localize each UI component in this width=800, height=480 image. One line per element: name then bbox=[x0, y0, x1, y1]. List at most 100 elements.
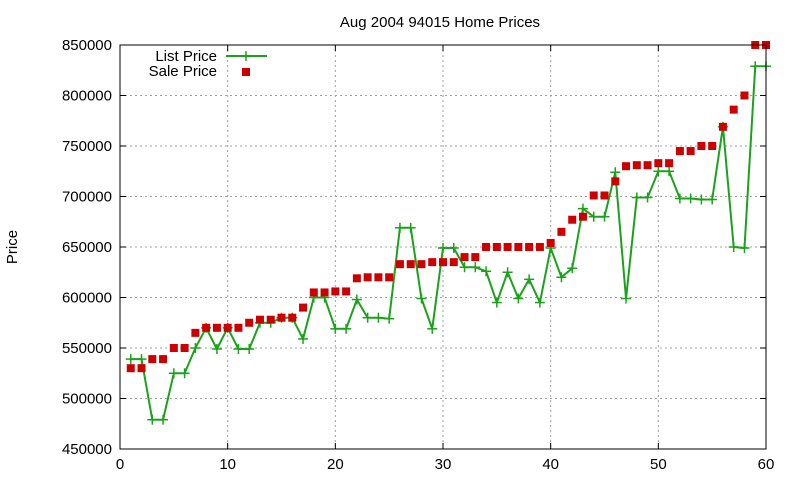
list-price-point bbox=[136, 354, 147, 365]
sale-price-point bbox=[525, 243, 534, 251]
sale-price-point bbox=[449, 258, 458, 267]
list-price-point bbox=[610, 167, 621, 178]
list-price-point bbox=[631, 192, 642, 203]
list-price-point bbox=[298, 333, 309, 344]
sale-price-point bbox=[191, 328, 200, 337]
axis-ticks: 450000 500000 550000 600000 650000 700000 7500… bbox=[62, 37, 774, 473]
sale-price-point bbox=[159, 355, 168, 364]
sale-price-point bbox=[299, 303, 308, 312]
series-list-price bbox=[125, 61, 771, 425]
list-price-point bbox=[459, 262, 470, 273]
x-tick-label: 10 bbox=[219, 456, 236, 473]
sale-price-point bbox=[675, 147, 684, 156]
list-price-point bbox=[351, 294, 362, 305]
sale-price-point bbox=[697, 142, 706, 150]
y-tick-label: 850000 bbox=[62, 37, 112, 54]
sale-price-point bbox=[309, 288, 318, 297]
sale-price-point bbox=[223, 323, 232, 332]
sale-price-point bbox=[342, 287, 351, 296]
sale-price-point bbox=[632, 161, 641, 170]
sale-price-point bbox=[665, 159, 674, 168]
sale-price-point bbox=[622, 162, 631, 171]
legend-label-sale-price: Sale Price bbox=[149, 63, 217, 80]
sale-price-point bbox=[460, 253, 469, 262]
plot-frame bbox=[119, 44, 767, 450]
series-layer bbox=[125, 41, 771, 425]
sale-price-point bbox=[202, 323, 211, 332]
list-price-point bbox=[685, 193, 696, 204]
sale-price-point bbox=[234, 323, 243, 332]
list-price-point bbox=[168, 368, 179, 379]
sale-price-point bbox=[395, 260, 404, 269]
x-tick-label: 40 bbox=[542, 456, 559, 473]
list-price-point bbox=[405, 222, 416, 233]
list-price-point bbox=[491, 297, 502, 308]
sale-price-point bbox=[578, 212, 587, 221]
sale-price-point bbox=[740, 91, 749, 100]
sale-price-point bbox=[439, 258, 447, 267]
sale-price-point bbox=[406, 260, 415, 269]
list-price-point bbox=[233, 344, 244, 355]
sale-price-point bbox=[503, 243, 512, 251]
list-price-point bbox=[556, 272, 567, 283]
list-price-point bbox=[696, 194, 707, 205]
sale-price-point bbox=[385, 273, 394, 282]
list-price-point bbox=[448, 243, 459, 254]
sale-price-point bbox=[352, 274, 361, 283]
sale-price-point bbox=[514, 243, 523, 251]
y-tick-label: 800000 bbox=[62, 88, 112, 105]
list-price-point bbox=[739, 243, 750, 254]
list-price-point bbox=[211, 344, 222, 355]
sale-price-point bbox=[568, 215, 577, 224]
sale-price-point bbox=[137, 364, 146, 373]
list-price-point bbox=[577, 203, 588, 214]
sale-price-point bbox=[126, 364, 135, 373]
legend-marker-sale-price bbox=[242, 68, 250, 76]
sale-price-point bbox=[169, 344, 178, 352]
x-tick-label: 60 bbox=[758, 456, 775, 473]
sale-price-point bbox=[417, 260, 426, 269]
sale-price-point bbox=[546, 238, 555, 247]
list-price-point bbox=[470, 262, 481, 273]
list-price-point bbox=[125, 354, 136, 365]
y-axis-label: Price bbox=[4, 230, 21, 264]
sale-price-point bbox=[718, 122, 727, 131]
sale-price-point bbox=[148, 355, 157, 364]
list-price-point bbox=[567, 263, 578, 274]
x-tick-label: 0 bbox=[116, 456, 124, 473]
list-price-point bbox=[513, 293, 524, 304]
list-price-point bbox=[362, 312, 373, 323]
sale-price-point bbox=[557, 227, 566, 236]
list-price-point bbox=[502, 267, 513, 278]
sale-price-point bbox=[589, 191, 598, 200]
sale-price-point bbox=[600, 191, 609, 200]
list-price-point bbox=[416, 293, 427, 304]
list-price-point bbox=[707, 194, 718, 205]
list-price-point bbox=[384, 313, 395, 324]
sale-price-point bbox=[535, 243, 544, 251]
y-tick-label: 650000 bbox=[62, 239, 112, 256]
list-price-point bbox=[244, 344, 255, 355]
sale-price-point bbox=[654, 159, 663, 168]
sale-price-point bbox=[708, 142, 717, 150]
sale-price-point bbox=[611, 177, 620, 186]
list-price-point bbox=[481, 266, 492, 277]
y-tick-label: 550000 bbox=[62, 340, 112, 357]
y-tick-label: 600000 bbox=[62, 290, 112, 307]
sale-price-point bbox=[277, 313, 286, 322]
sale-price-point bbox=[686, 147, 695, 156]
sale-price-point bbox=[729, 105, 738, 114]
y-tick-label: 450000 bbox=[62, 441, 112, 458]
list-price-point bbox=[341, 323, 352, 334]
list-price-point bbox=[621, 293, 632, 304]
list-price-point bbox=[147, 414, 158, 425]
list-price-point bbox=[750, 61, 761, 72]
y-tick-label: 700000 bbox=[62, 189, 112, 206]
sale-price-point bbox=[374, 273, 383, 282]
list-price-point bbox=[588, 211, 599, 222]
list-price-point bbox=[394, 222, 405, 233]
list-price-point bbox=[534, 297, 545, 308]
chart-title: Aug 2004 94015 Home Prices bbox=[340, 14, 540, 31]
